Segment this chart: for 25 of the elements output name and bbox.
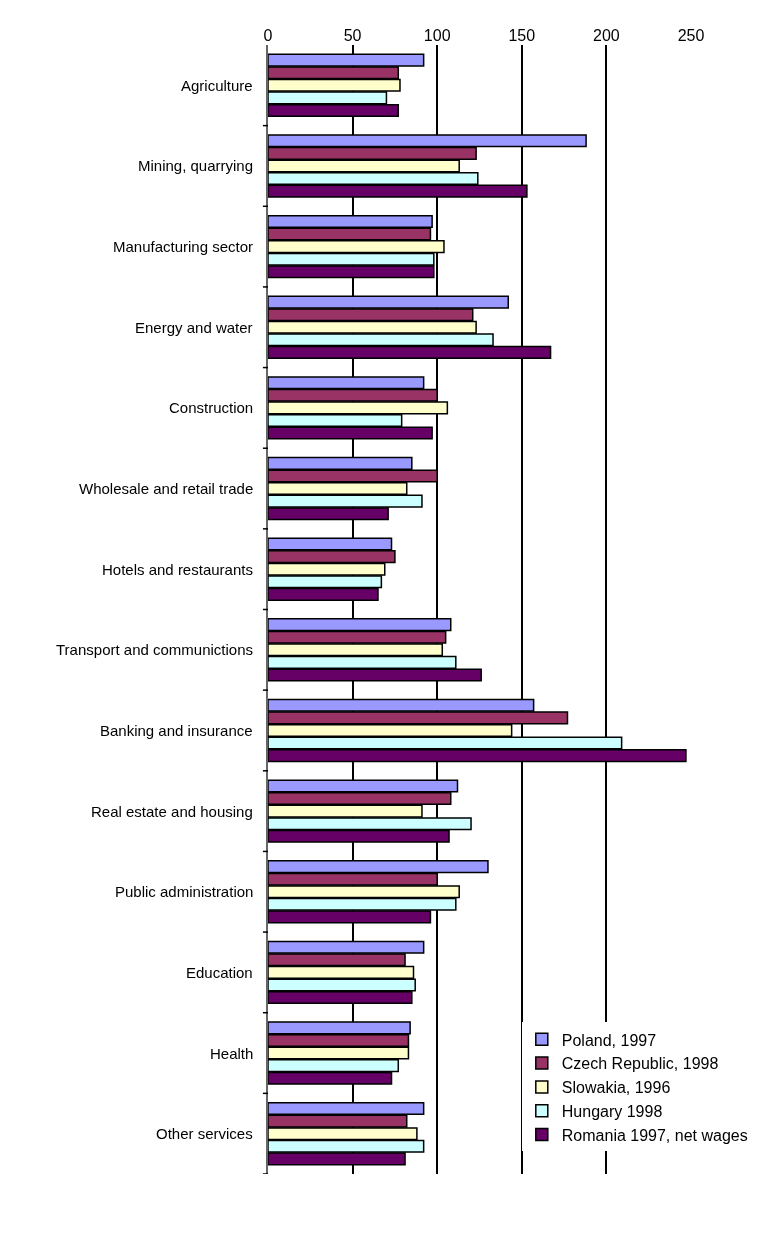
legend-label: Czech Republic, 1998 — [561, 1055, 719, 1073]
y-tick-label: Construction — [169, 399, 254, 416]
y-tick-label: Banking and insurance — [100, 722, 253, 739]
x-tick-label: 150 — [508, 26, 536, 44]
x-tick-label: 50 — [343, 26, 362, 44]
y-tick-label: Public administration — [115, 883, 254, 900]
x-tick-label: 250 — [677, 26, 705, 44]
legend-label: Slowakia, 1996 — [561, 1079, 671, 1097]
y-tick-label: Energy and water — [135, 319, 253, 336]
y-tick-label: Agriculture — [181, 77, 253, 94]
y-tick-label: Wholesale and retail trade — [79, 480, 254, 497]
y-tick-label: Hotels and restaurants — [102, 561, 253, 578]
y-tick-label: Education — [186, 964, 253, 981]
legend-label: Hungary 1998 — [561, 1102, 663, 1120]
y-tick-label: Manufacturing sector — [113, 238, 254, 255]
legend-label: Romania 1997, net wages — [561, 1126, 748, 1144]
y-tick-label: Real estate and housing — [91, 803, 253, 820]
x-tick-label: 0 — [263, 26, 273, 44]
legend-label: Poland, 1997 — [561, 1031, 657, 1049]
y-tick-label: Health — [210, 1045, 254, 1062]
x-tick-label: 200 — [593, 26, 620, 44]
x-tick-label: 100 — [423, 26, 451, 44]
y-tick-label: Mining, quarrying — [138, 157, 254, 174]
y-tick-label: Other services — [156, 1125, 253, 1142]
y-tick-label: Transport and communictions — [56, 641, 254, 658]
